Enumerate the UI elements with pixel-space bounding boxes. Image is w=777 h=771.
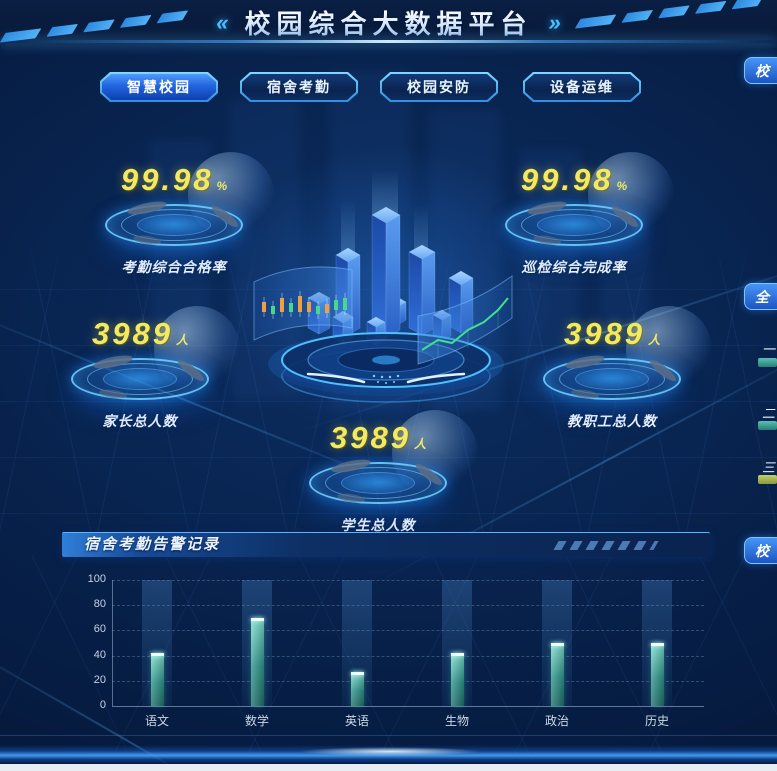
stat-students-total: 3989 人 学生总人数 xyxy=(293,410,478,535)
stat-label: 家长总人数 xyxy=(102,413,178,429)
rank-bar xyxy=(758,475,777,484)
rank-label: 二 xyxy=(762,406,776,421)
x-axis xyxy=(112,706,704,707)
hologram-centerpiece xyxy=(253,170,513,403)
panel-header: 宿舍考勤告警记录 xyxy=(62,532,710,557)
gridline xyxy=(112,630,704,631)
horizon-line xyxy=(0,735,777,736)
right-chevron-icon: » xyxy=(548,9,561,35)
x-category-label: 数学 xyxy=(244,714,269,728)
stat-value: 3989 xyxy=(330,420,411,455)
x-category-label: 英语 xyxy=(344,714,369,728)
left-chevron-icon: « xyxy=(216,9,229,35)
y-tick-label: 80 xyxy=(93,598,106,610)
y-axis xyxy=(112,580,113,706)
edge-panel-tab-middle[interactable]: 全 xyxy=(744,283,777,310)
rank-label: 一 xyxy=(762,342,776,357)
chart-bar xyxy=(650,643,664,706)
tab-dorm-attendance[interactable]: 宿舍考勤 xyxy=(240,72,358,102)
stat-staff-total: 3989 人 教职工总人数 xyxy=(527,306,712,431)
stat-value: 99.98 xyxy=(120,162,214,197)
gridline xyxy=(112,681,704,682)
alarm-records-panel: 宿舍考勤告警记录 100 80 60 40 20 0 语文 数学 英语 xyxy=(62,528,754,740)
stat-unit: 人 xyxy=(413,437,426,451)
glow-platform xyxy=(505,198,643,246)
panel-title: 宿舍考勤告警记录 xyxy=(84,536,221,553)
rank-bar xyxy=(758,421,777,430)
gridline xyxy=(112,605,704,606)
stat-unit: % xyxy=(216,179,228,193)
bottom-white-strip xyxy=(0,764,777,771)
chart-bar xyxy=(550,643,564,706)
x-category-label: 历史 xyxy=(644,714,669,728)
stat-label: 考勤综合合格率 xyxy=(121,259,227,275)
y-tick-label: 100 xyxy=(87,573,106,585)
y-tick-label: 20 xyxy=(93,674,106,686)
chart-bar-column: 历史 xyxy=(640,580,674,728)
stat-parents-total: 3989 人 家长总人数 xyxy=(55,306,240,431)
rank-bar xyxy=(758,358,777,367)
chart-bar-column: 英语 xyxy=(340,580,374,728)
y-tick-label: 40 xyxy=(93,649,106,661)
stat-label: 巡检综合完成率 xyxy=(521,259,627,275)
tab-label: 宿舍考勤 xyxy=(267,79,331,95)
y-tick-label: 0 xyxy=(99,699,106,711)
stat-unit: 人 xyxy=(647,333,660,347)
chart-bar-column: 生物 xyxy=(440,580,474,728)
gridline xyxy=(112,656,704,657)
gridline xyxy=(112,580,704,581)
glow-platform xyxy=(309,456,447,504)
stat-value: 3989 xyxy=(92,316,173,351)
stat-attendance-rate: 99.98% 考勤综合合格率 xyxy=(89,152,274,277)
tab-smart-campus[interactable]: 智慧校园 xyxy=(100,72,218,102)
glow-platform xyxy=(543,352,681,400)
stat-value: 3989 xyxy=(564,316,645,351)
chart-bar-column: 数学 xyxy=(240,580,274,728)
rank-label: 三 xyxy=(762,460,776,475)
stat-label: 学生总人数 xyxy=(340,517,416,533)
chart-bar-column: 语文 xyxy=(140,580,174,728)
tab-label: 设备运维 xyxy=(550,79,614,95)
chart-bar xyxy=(450,653,464,706)
y-tick-label: 60 xyxy=(93,623,106,635)
tab-label: 校园安防 xyxy=(407,79,471,95)
header-slash-decoration xyxy=(553,541,659,550)
stat-inspection-rate: 99.98% 巡检综合完成率 xyxy=(489,152,674,277)
glow-platform xyxy=(71,352,209,400)
edge-panel-tab-bottom[interactable]: 校 xyxy=(744,537,777,564)
page-title: 校园综合大数据平台 xyxy=(244,4,532,41)
chart-bar xyxy=(350,672,364,706)
tab-campus-security[interactable]: 校园安防 xyxy=(380,72,498,102)
chart-bar xyxy=(150,653,164,706)
x-category-label: 生物 xyxy=(444,714,469,728)
chart-bar xyxy=(250,617,264,706)
chart-bar-column: 政治 xyxy=(540,580,574,728)
tab-label: 智慧校园 xyxy=(127,79,191,95)
right-edge-panels: 校 全 一 二 三 校 xyxy=(744,0,777,771)
x-category-label: 语文 xyxy=(144,714,169,728)
bottom-glow-flare xyxy=(300,747,480,756)
stat-label: 教职工总人数 xyxy=(567,413,657,429)
stat-unit: 人 xyxy=(175,333,188,347)
glow-platform xyxy=(105,198,243,246)
x-category-label: 政治 xyxy=(544,714,569,728)
edge-panel-tab-top[interactable]: 校 xyxy=(744,57,777,84)
stat-value: 99.98 xyxy=(520,162,614,197)
app-header: « 校园综合大数据平台 » xyxy=(0,0,777,46)
stat-unit: % xyxy=(616,179,628,193)
header-glow-line xyxy=(0,40,777,43)
tab-device-ops[interactable]: 设备运维 xyxy=(523,72,641,102)
